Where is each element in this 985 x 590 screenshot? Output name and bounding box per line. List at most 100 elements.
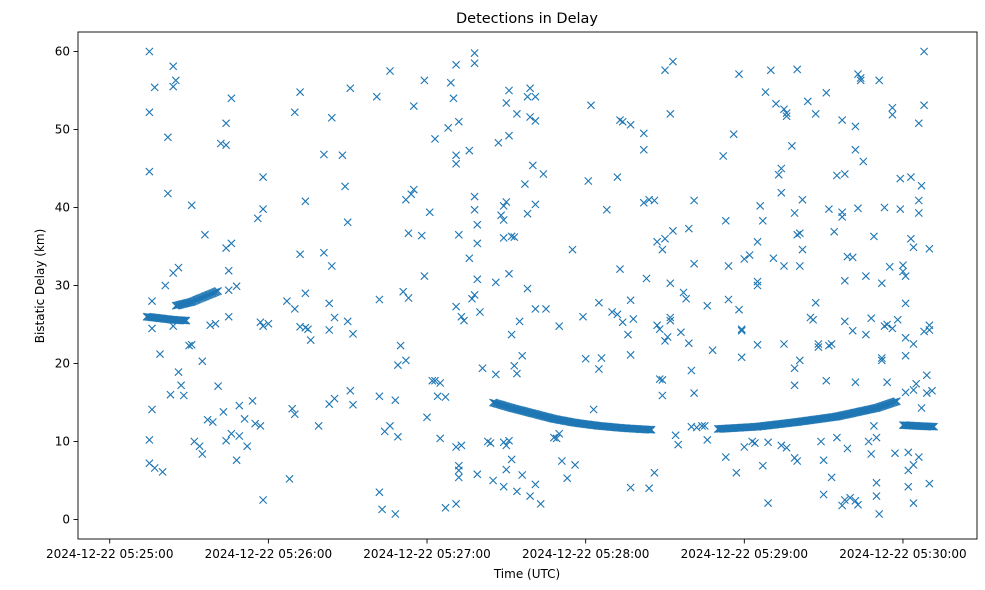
- data-point: [668, 226, 677, 235]
- data-point: [473, 239, 482, 248]
- data-point: [597, 354, 606, 362]
- data-point: [840, 170, 849, 178]
- data-point: [454, 473, 463, 482]
- data-point: [676, 328, 685, 337]
- data-point: [774, 170, 783, 179]
- data-point: [753, 340, 762, 349]
- data-point: [518, 351, 527, 360]
- data-point: [819, 490, 828, 499]
- data-point: [208, 418, 217, 426]
- data-point: [666, 109, 675, 118]
- data-point: [899, 267, 907, 276]
- data-point: [420, 76, 429, 85]
- data-point: [396, 341, 405, 350]
- data-point: [296, 250, 305, 259]
- data-point: [259, 205, 268, 214]
- data-point: [883, 320, 892, 329]
- data-point: [925, 479, 934, 488]
- data-point: [920, 101, 929, 110]
- x-tick-label: 2024-12-22 05:28:00: [522, 547, 649, 561]
- data-point: [502, 465, 511, 474]
- data-point: [782, 109, 791, 118]
- data-point: [502, 198, 511, 206]
- data-point: [552, 434, 561, 443]
- data-point: [861, 330, 870, 339]
- data-point: [240, 414, 249, 423]
- data-point: [526, 113, 535, 121]
- data-point: [375, 392, 384, 401]
- data-point: [319, 150, 328, 159]
- data-point: [735, 70, 743, 79]
- data-point: [758, 461, 767, 470]
- data-point: [510, 361, 519, 370]
- data-point: [499, 216, 508, 224]
- track-point: [178, 316, 187, 325]
- data-point: [555, 429, 564, 438]
- data-point: [838, 212, 847, 221]
- data-point: [290, 304, 299, 313]
- track-point: [891, 397, 900, 406]
- data-point: [145, 47, 154, 56]
- data-point: [375, 295, 384, 304]
- data-point: [737, 353, 746, 362]
- data-point: [158, 467, 167, 476]
- data-point: [864, 437, 873, 446]
- data-point: [489, 476, 498, 485]
- data-point: [819, 456, 828, 465]
- data-point: [795, 229, 804, 238]
- y-tick-label: 40: [55, 201, 70, 215]
- data-point: [851, 496, 860, 505]
- data-point: [169, 82, 178, 91]
- data-point: [766, 66, 775, 75]
- data-point: [914, 453, 923, 462]
- track-point: [927, 422, 936, 431]
- plot-area: [142, 47, 938, 518]
- y-tick-label: 30: [55, 279, 70, 293]
- data-point: [661, 336, 669, 345]
- data-point: [428, 376, 437, 385]
- data-point: [737, 325, 746, 334]
- data-point: [650, 468, 659, 477]
- data-point: [811, 109, 820, 118]
- data-point: [457, 312, 466, 321]
- data-point: [148, 324, 156, 333]
- data-point: [399, 287, 408, 296]
- data-point: [753, 237, 762, 246]
- data-point: [772, 99, 780, 108]
- data-point: [499, 233, 508, 242]
- data-point: [854, 500, 862, 509]
- x-axis-label: Time (UTC): [493, 567, 560, 581]
- data-point: [520, 180, 529, 189]
- data-point: [838, 501, 847, 510]
- data-point: [404, 229, 413, 238]
- track-point: [647, 425, 656, 434]
- data-point: [764, 438, 773, 447]
- data-point: [449, 94, 458, 103]
- data-point: [187, 201, 196, 210]
- data-point: [909, 243, 918, 252]
- data-point: [460, 316, 468, 325]
- data-point: [523, 284, 532, 293]
- data-point: [304, 325, 312, 334]
- data-point: [515, 317, 524, 326]
- track-point: [892, 397, 901, 406]
- data-point: [431, 134, 439, 143]
- data-point: [851, 378, 860, 387]
- data-point: [687, 366, 696, 375]
- y-tick-label: 20: [55, 357, 70, 371]
- data-point: [148, 405, 156, 414]
- data-point: [507, 330, 516, 339]
- data-point: [433, 392, 442, 401]
- data-point: [817, 437, 825, 446]
- data-point: [510, 233, 519, 242]
- data-point: [378, 505, 387, 514]
- data-point: [618, 318, 627, 327]
- data-point: [409, 102, 418, 111]
- data-point: [824, 205, 833, 214]
- data-point: [372, 92, 381, 101]
- data-point: [777, 164, 786, 173]
- data-point: [505, 436, 513, 445]
- data-point: [848, 253, 857, 262]
- data-point: [830, 227, 839, 236]
- data-point: [486, 439, 495, 448]
